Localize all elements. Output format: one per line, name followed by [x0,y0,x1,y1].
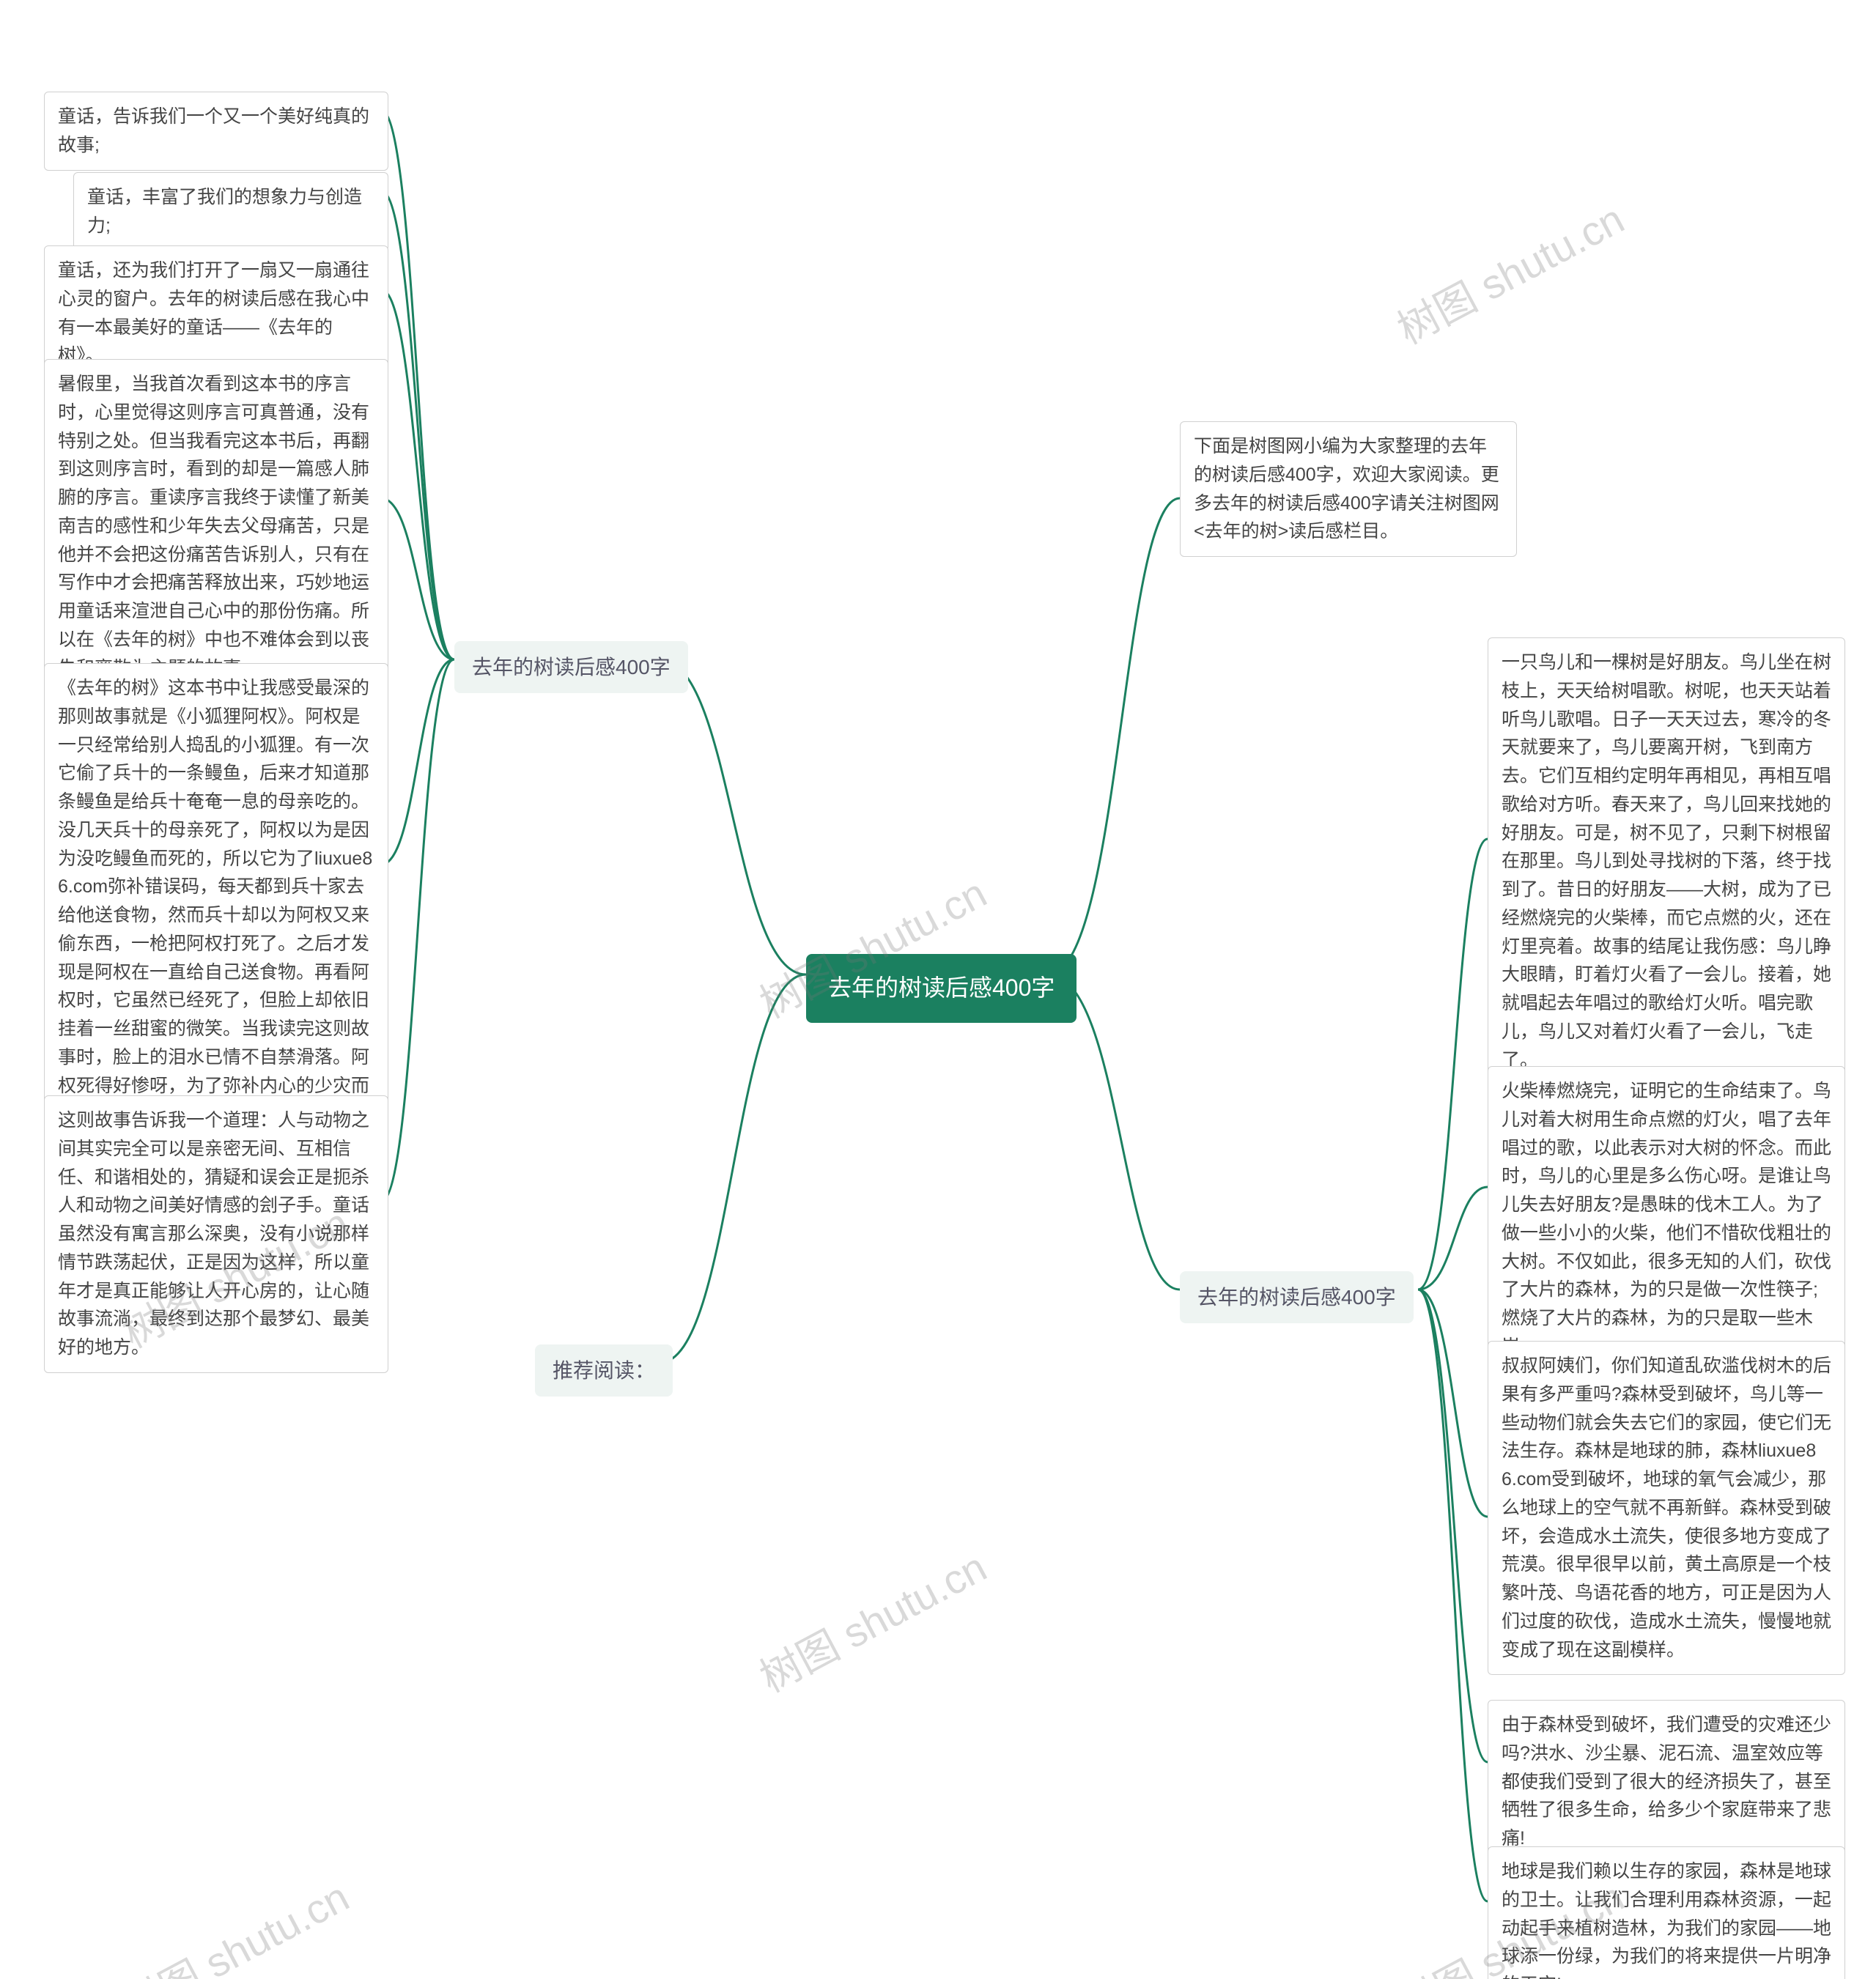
center-node[interactable]: 去年的树读后感400字 [806,954,1077,1023]
leaf-l1-5: 这则故事告诉我一个道理：人与动物之间其实完全可以是亲密无间、互相信任、和谐相处的… [44,1095,388,1373]
leaf-r-3: 由于森林受到破坏，我们遭受的灾难还少吗?洪水、沙尘暴、泥石流、温室效应等都使我们… [1488,1700,1845,1864]
leaf-r-4: 地球是我们赖以生存的家园，森林是地球的卫士。让我们合理利用森林资源，一起动起手来… [1488,1846,1845,1979]
leaf-l1-1: 童话，丰富了我们的想象力与创造力; [73,172,388,251]
leaf-r-1: 火柴棒燃烧完，证明它的生命结束了。鸟儿对着大树用生命点燃的灯火，唱了去年唱过的歌… [1488,1066,1845,1372]
watermark: 树图 shutu.cn [748,1535,996,1704]
left-branch-1[interactable]: 去年的树读后感400字 [454,641,688,693]
intro-box: 下面是树图网小编为大家整理的去年的树读后感400字，欢迎大家阅读。更多去年的树读… [1180,421,1517,557]
leaf-r-0: 一只鸟儿和一棵树是好朋友。鸟儿坐在树枝上，天天给树唱歌。树呢，也天天站着听鸟儿歌… [1488,637,1845,1085]
left-branch-2[interactable]: 推荐阅读： [535,1344,673,1397]
leaf-r-2: 叔叔阿姨们，你们知道乱砍滥伐树木的后果有多严重吗?森林受到破坏，鸟儿等一些动物们… [1488,1341,1845,1675]
watermark: 树图 shutu.cn [1386,187,1633,356]
mindmap-canvas: 去年的树读后感400字 下面是树图网小编为大家整理的去年的树读后感400字，欢迎… [0,0,1876,1979]
watermark: 树图 shutu.cn [111,1865,358,1979]
leaf-l1-0: 童话，告诉我们一个又一个美好纯真的故事; [44,92,388,171]
right-branch[interactable]: 去年的树读后感400字 [1180,1271,1414,1323]
leaf-l1-3: 暑假里，当我首次看到这本书的序言时，心里觉得这则序言可真普通，没有特别之处。但当… [44,359,388,693]
